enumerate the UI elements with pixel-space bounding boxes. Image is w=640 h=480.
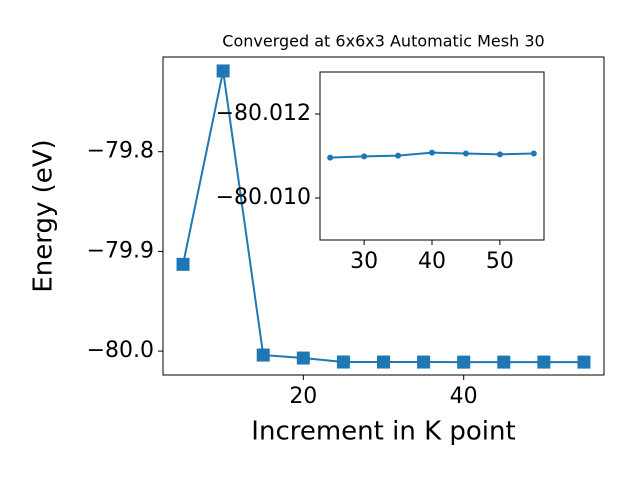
y-tick-label: −80.012 [216, 101, 311, 126]
y-tick-label: −79.9 [87, 238, 154, 263]
marker [496, 151, 503, 158]
x-tick-label: 50 [486, 249, 514, 274]
x-tick-label: 20 [289, 384, 317, 409]
marker [296, 351, 310, 365]
marker [327, 154, 334, 161]
chart-title: Converged at 6x6x3 Automatic Mesh 30 [222, 32, 544, 51]
marker [577, 355, 591, 369]
marker [537, 355, 551, 369]
marker [497, 355, 511, 369]
axes-frame [162, 56, 605, 376]
marker [462, 150, 469, 157]
x-axis-label: Increment in K point [251, 417, 515, 447]
axes-frame [319, 71, 545, 241]
marker [530, 150, 537, 157]
y-tick-label: −80.0 [87, 338, 154, 363]
marker [336, 355, 350, 369]
x-tick-label: 40 [450, 384, 478, 409]
marker [395, 152, 402, 159]
marker [417, 355, 431, 369]
x-tick-label: 40 [418, 249, 446, 274]
marker [361, 153, 368, 160]
y-axis-label: Energy (eV) [29, 139, 59, 292]
y-tick-label: −79.8 [87, 139, 154, 164]
marker [377, 355, 390, 369]
marker [429, 149, 435, 156]
marker [216, 64, 230, 78]
y-tick-label: −80.010 [216, 185, 311, 210]
marker [256, 348, 270, 362]
x-tick-label: 30 [350, 249, 378, 274]
marker [457, 355, 471, 369]
marker [176, 257, 190, 271]
